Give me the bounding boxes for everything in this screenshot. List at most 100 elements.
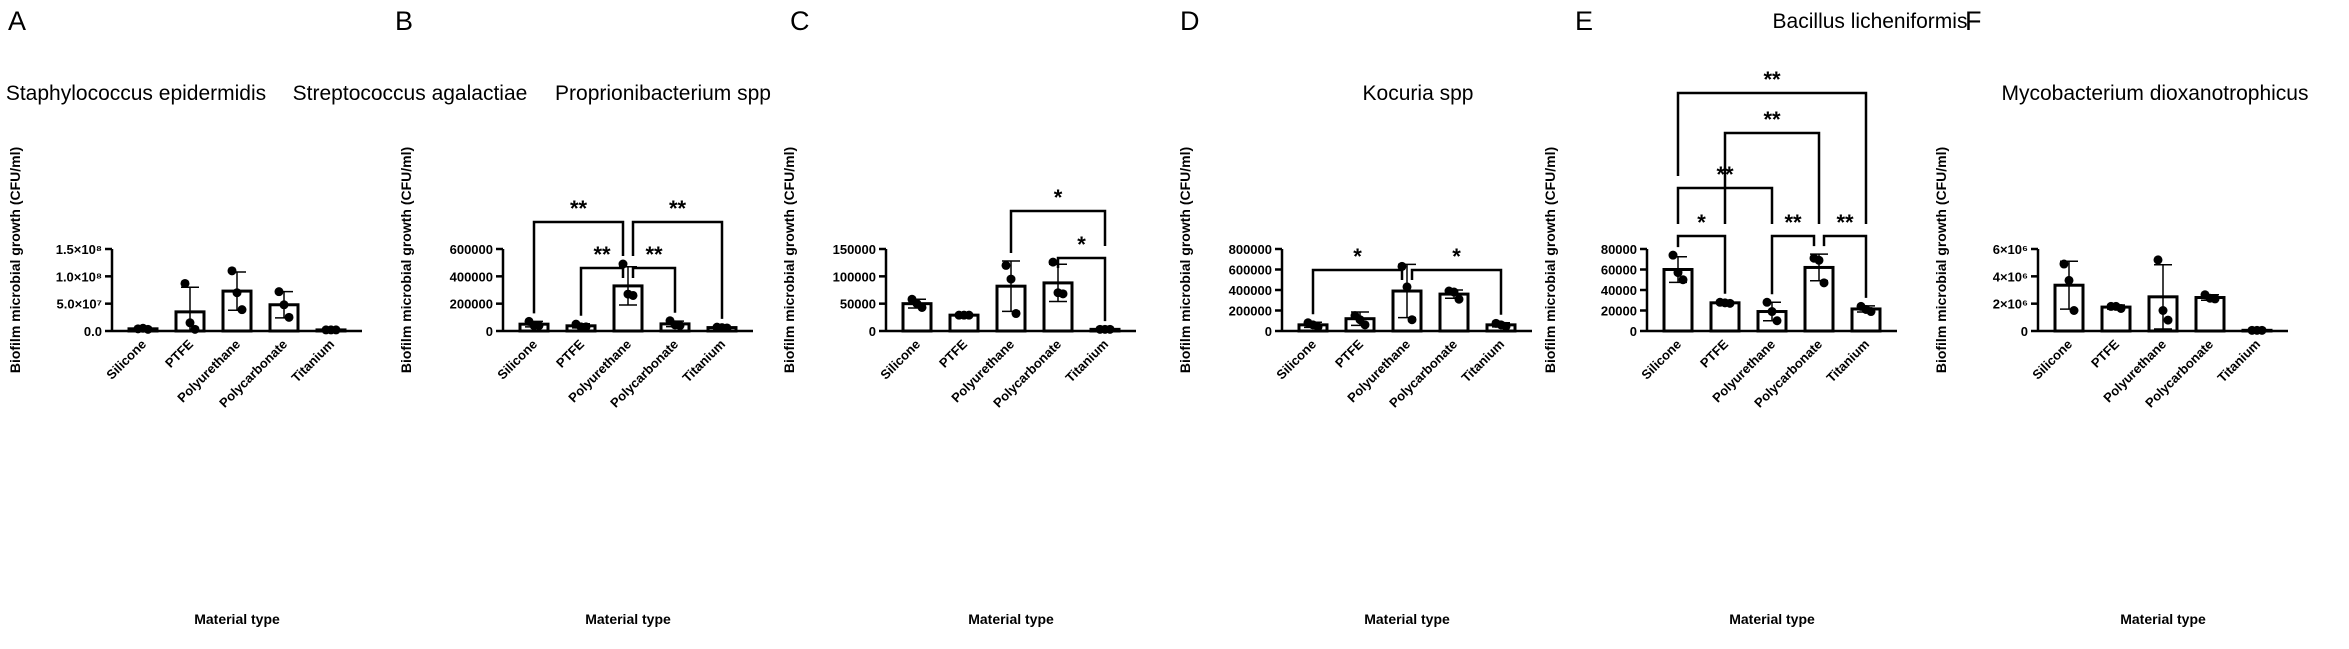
panel-letter: A bbox=[8, 6, 26, 36]
data-point bbox=[1725, 298, 1735, 308]
significance-label: ** bbox=[1763, 67, 1781, 92]
significance-label: ** bbox=[593, 242, 611, 267]
data-point bbox=[284, 312, 294, 322]
data-point bbox=[331, 325, 341, 335]
data-point bbox=[2069, 306, 2079, 315]
data-point bbox=[675, 321, 685, 331]
x-tick-label: Titanium bbox=[1062, 337, 1111, 386]
significance-bracket bbox=[1676, 234, 1727, 294]
y-axis-title: Biofilm microbial growth (CFU/ml) bbox=[781, 147, 797, 373]
y-tick-label: 20000 bbox=[1601, 304, 1637, 319]
y-tick-label: 200000 bbox=[1229, 304, 1272, 319]
data-point bbox=[964, 310, 974, 320]
data-point bbox=[237, 305, 247, 315]
data-point bbox=[1048, 257, 1058, 267]
x-tick-label: Silicone bbox=[1273, 337, 1319, 383]
data-point bbox=[1762, 297, 1772, 307]
significance-label: ** bbox=[1763, 107, 1781, 132]
y-tick-label: 2×10⁶ bbox=[1993, 297, 2028, 312]
x-tick-label: Silicone bbox=[103, 337, 149, 383]
data-point bbox=[1814, 255, 1824, 265]
data-point bbox=[1678, 275, 1688, 285]
y-tick-label: 5.0×10⁷ bbox=[57, 297, 103, 312]
x-axis-title: Material type bbox=[585, 611, 671, 627]
data-point bbox=[2210, 294, 2220, 304]
significance-label: ** bbox=[1784, 210, 1802, 235]
significance-label: * bbox=[1353, 244, 1362, 269]
panel-title: Staphylococcus epidermidis bbox=[6, 82, 266, 105]
data-point bbox=[1819, 278, 1829, 288]
data-point bbox=[1105, 324, 1115, 334]
significance-bracket bbox=[1311, 268, 1404, 315]
x-tick-label: PTFE bbox=[1332, 336, 1366, 370]
x-axis-title: Material type bbox=[968, 611, 1054, 627]
panel-letter: F bbox=[1965, 6, 1982, 36]
y-tick-label: 200000 bbox=[450, 297, 493, 312]
y-tick-label: 150000 bbox=[833, 242, 876, 257]
y-tick-label: 0 bbox=[1265, 324, 1272, 339]
x-tick-label: Silicone bbox=[2029, 337, 2075, 383]
data-point bbox=[1011, 309, 1021, 319]
data-point bbox=[180, 278, 190, 288]
y-tick-label: 6×10⁶ bbox=[1993, 242, 2028, 257]
panel-title: Streptococcus agalactiae bbox=[293, 82, 528, 105]
panel-title: Kocuria spp bbox=[1363, 82, 1474, 105]
y-tick-label: 100000 bbox=[833, 269, 876, 284]
y-tick-label: 800000 bbox=[1229, 242, 1272, 257]
data-point bbox=[143, 324, 153, 334]
bar-ptfe bbox=[1709, 301, 1741, 333]
x-tick-label: PTFE bbox=[553, 336, 587, 370]
data-point bbox=[1772, 316, 1782, 326]
y-tick-label: 600000 bbox=[1229, 263, 1272, 278]
y-tick-label: 1.0×10⁸ bbox=[56, 269, 102, 284]
x-tick-label: Titanium bbox=[1823, 337, 1872, 386]
significance-label: ** bbox=[570, 196, 588, 221]
y-tick-label: 40000 bbox=[1601, 283, 1637, 298]
x-tick-label: PTFE bbox=[2088, 336, 2122, 370]
y-tick-label: 1.5×10⁸ bbox=[56, 242, 102, 257]
x-tick-label: Titanium bbox=[679, 337, 728, 386]
bar-polycarbonate bbox=[1438, 292, 1470, 333]
y-tick-label: 80000 bbox=[1601, 242, 1637, 257]
y-tick-label: 4×10⁶ bbox=[1993, 269, 2028, 284]
x-tick-label: Silicone bbox=[1638, 337, 1684, 383]
data-point bbox=[190, 324, 200, 334]
x-axis-title: Material type bbox=[1364, 611, 1450, 627]
data-point bbox=[1449, 287, 1459, 297]
panel-f: F Mycobacterium dioxanotrophicus 0 2×10⁶ 4×1… bbox=[1933, 6, 2308, 627]
significance-bracket bbox=[1676, 91, 1868, 224]
data-point bbox=[1767, 307, 1777, 317]
x-tick-label: PTFE bbox=[162, 336, 196, 370]
data-point bbox=[2158, 306, 2168, 315]
y-axis-title: Biofilm microbial growth (CFU/ml) bbox=[1933, 147, 1949, 373]
data-point bbox=[1673, 268, 1683, 278]
x-tick-label: Silicone bbox=[877, 337, 923, 383]
significance-bracket bbox=[1770, 234, 1816, 295]
data-point bbox=[1397, 261, 1407, 271]
data-point bbox=[917, 302, 927, 312]
significance-bracket bbox=[1009, 209, 1107, 254]
data-point bbox=[2257, 325, 2267, 335]
significance-bracket bbox=[1676, 186, 1774, 224]
panel-letter: D bbox=[1180, 6, 1200, 36]
data-point bbox=[2163, 315, 2173, 325]
significance-bracket bbox=[631, 266, 677, 313]
data-point bbox=[1360, 320, 1370, 330]
y-tick-label: 400000 bbox=[1229, 283, 1272, 298]
y-tick-label: 0 bbox=[1630, 324, 1637, 339]
x-axis-title: Material type bbox=[1729, 611, 1815, 627]
data-point bbox=[232, 288, 242, 298]
panel-d: D Kocuria spp 0 200000 400000 600000 800000 Bio… bbox=[1177, 6, 1532, 627]
data-point bbox=[1407, 315, 1417, 325]
y-tick-label: 0 bbox=[2021, 324, 2028, 339]
data-point bbox=[1001, 260, 1011, 270]
y-axis-title: Biofilm microbial growth (CFU/ml) bbox=[7, 147, 23, 373]
data-point bbox=[1006, 274, 1016, 284]
significance-bracket bbox=[631, 220, 724, 319]
data-point bbox=[2064, 275, 2074, 285]
data-point bbox=[1454, 294, 1464, 304]
data-point bbox=[1668, 250, 1678, 260]
data-point bbox=[2116, 303, 2126, 313]
data-point bbox=[1402, 282, 1412, 292]
